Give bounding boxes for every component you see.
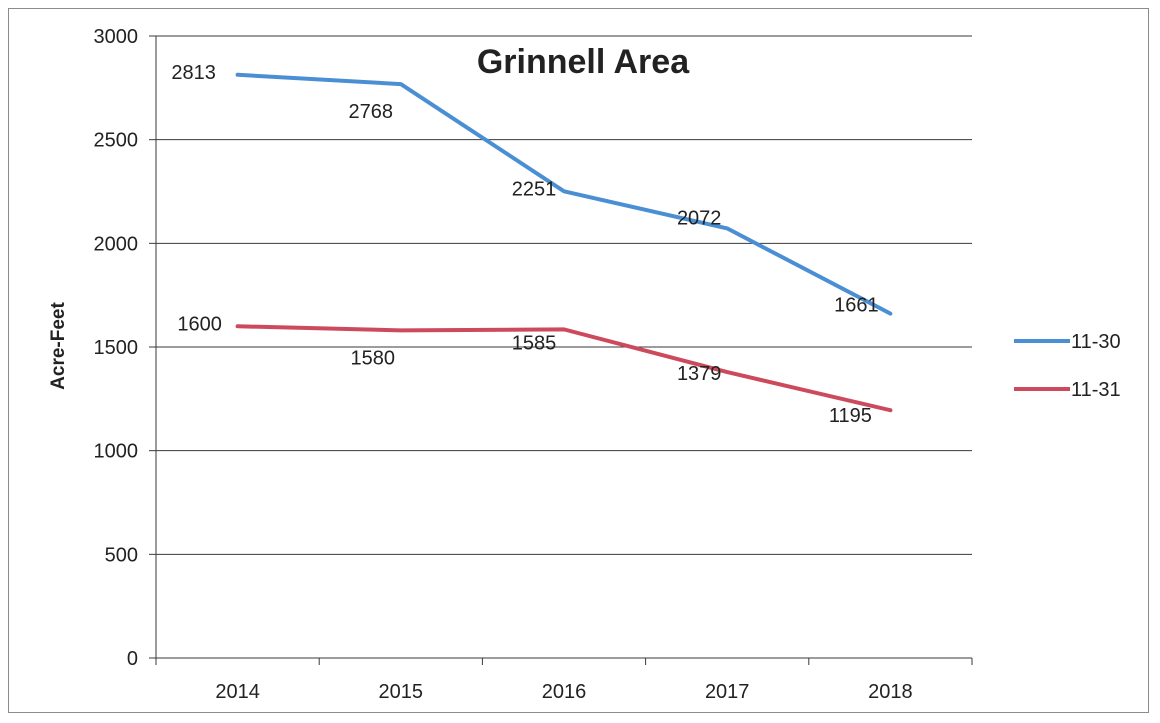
x-tick-labels: 2014 2015 2016 2017 2018 [215,681,912,703]
y-tick-label: 1000 [94,441,139,463]
data-label: 2813 [171,62,216,84]
data-label: 1600 [177,313,222,335]
data-label: 2251 [512,178,557,200]
x-tick-label: 2014 [215,681,260,703]
data-label: 1661 [834,295,879,317]
series-line-11-30 [235,72,893,316]
data-label: 1379 [677,363,722,385]
data-label: 2768 [349,101,394,123]
data-label: 1195 [829,405,872,427]
y-axis-label: Acre-Feet [48,302,69,390]
y-tick-labels: 0 500 1000 1500 2000 2500 3000 [94,26,139,670]
x-tick-label: 2017 [705,681,750,703]
data-label: 1585 [512,332,557,354]
data-labels: 2813 2768 2251 2072 1661 1600 1580 1585 1379 1195 [171,62,878,427]
chart-frame [8,8,1149,713]
series-line-11-31 [235,324,893,413]
data-label: 1580 [351,347,396,369]
x-tick-label: 2018 [868,681,913,703]
y-tick-label: 0 [127,648,138,670]
x-tick-label: 2016 [542,681,587,703]
chart-title: Grinnell Area [477,43,690,81]
gridlines [156,35,972,555]
axes [149,35,973,665]
legend-label: 11-30 [1071,331,1121,353]
legend: 11-30 11-31 [1014,331,1121,401]
legend-label: 11-31 [1071,379,1121,401]
y-tick-label: 2000 [94,233,139,255]
y-tick-label: 3000 [94,26,139,48]
x-tick-label: 2015 [379,681,424,703]
y-tick-label: 1500 [94,337,139,359]
series-lines [235,72,893,413]
y-tick-label: 2500 [94,130,139,152]
y-tick-label: 500 [105,544,138,566]
data-label: 2072 [677,207,722,229]
